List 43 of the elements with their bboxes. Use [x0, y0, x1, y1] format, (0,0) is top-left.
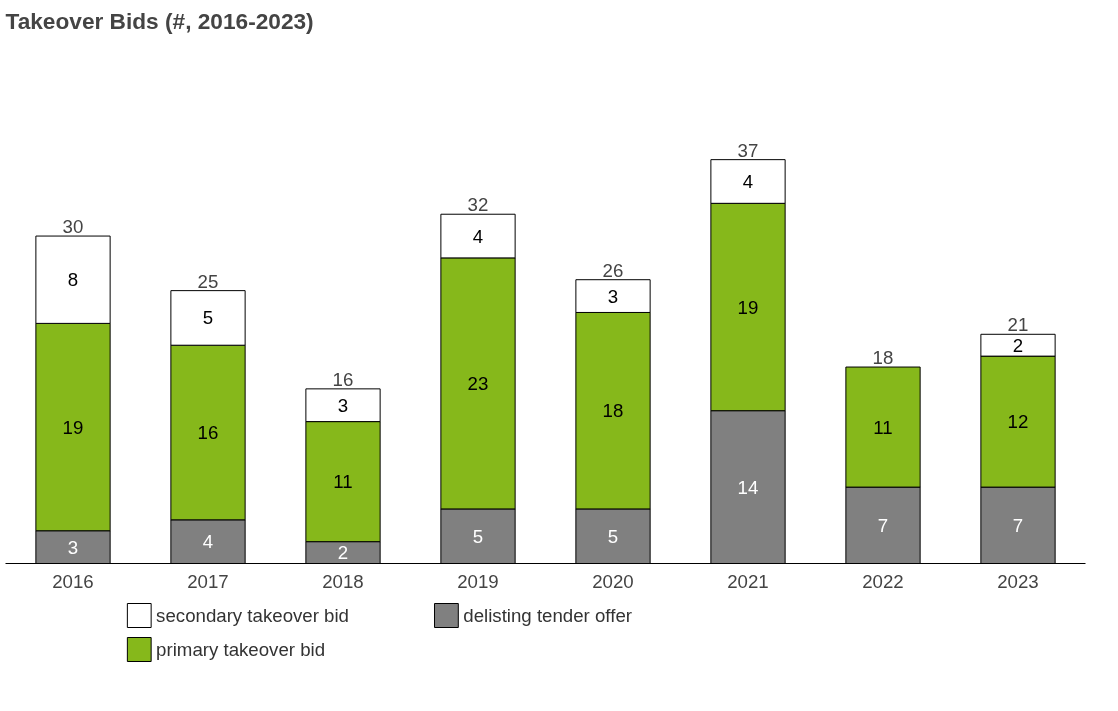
chart-title: Takeover Bids (#, 2016-2023) — [5, 7, 314, 34]
data-label: 7 — [877, 514, 889, 536]
data-label: 5 — [472, 525, 484, 547]
data-label: 18 — [602, 400, 624, 422]
total-label: 18 — [872, 347, 894, 369]
data-label: 19 — [737, 296, 759, 318]
total-label: 30 — [62, 216, 84, 238]
data-label: 14 — [737, 476, 759, 498]
x-tick-label: 2019 — [457, 570, 499, 592]
data-label: 2 — [1012, 334, 1024, 356]
data-label: 3 — [607, 285, 619, 307]
data-label: 11 — [333, 471, 353, 493]
data-label: 11 — [873, 416, 893, 438]
total-label: 21 — [1007, 314, 1029, 336]
data-label: 5 — [607, 525, 619, 547]
data-label: 4 — [472, 225, 484, 247]
x-tick-label: 2020 — [592, 570, 634, 592]
x-tick-label: 2023 — [997, 570, 1039, 592]
x-tick-label: 2016 — [52, 570, 94, 592]
x-tick-label: 2022 — [862, 570, 904, 592]
data-label: 4 — [742, 170, 754, 192]
legend-label: primary takeover bid — [156, 639, 326, 660]
data-label: 3 — [67, 536, 79, 558]
total-label: 32 — [467, 194, 489, 216]
x-tick-label: 2017 — [187, 570, 229, 592]
data-label: 5 — [202, 307, 214, 329]
data-label: 12 — [1007, 411, 1029, 433]
total-label: 37 — [737, 139, 759, 161]
x-tick-label: 2021 — [727, 570, 769, 592]
data-label: 2 — [337, 542, 349, 564]
data-label: 4 — [202, 531, 214, 553]
data-label: 23 — [467, 372, 489, 394]
data-label: 19 — [62, 416, 84, 438]
data-label: 7 — [1012, 514, 1024, 536]
total-label: 16 — [332, 368, 354, 390]
legend-label: secondary takeover bid — [156, 605, 350, 626]
total-label: 25 — [197, 270, 219, 292]
data-label: 3 — [337, 394, 349, 416]
total-label: 26 — [602, 259, 624, 281]
data-label: 16 — [197, 422, 219, 444]
data-label: 8 — [67, 269, 79, 291]
x-tick-label: 2018 — [322, 570, 364, 592]
legend-label: delisting tender offer — [463, 605, 632, 626]
